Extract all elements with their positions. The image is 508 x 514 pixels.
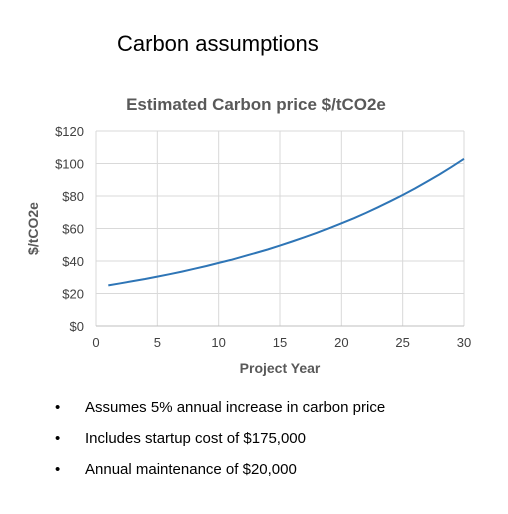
- list-item: • Annual maintenance of $20,000: [55, 460, 385, 480]
- y-tick-label: $60: [62, 222, 84, 237]
- y-tick-label: $120: [55, 124, 84, 139]
- bullet-symbol: •: [55, 399, 61, 416]
- x-tick-label: 20: [334, 335, 348, 350]
- x-tick-label: 5: [154, 335, 161, 350]
- bullet-text: Annual maintenance of $20,000: [85, 461, 297, 478]
- bullet-text: Assumes 5% annual increase in carbon pri…: [85, 399, 386, 416]
- x-tick-label: 15: [273, 335, 287, 350]
- x-tick-label: 30: [457, 335, 471, 350]
- chart-title: Estimated Carbon price $/tCO2e: [126, 95, 386, 114]
- y-tick-label: $80: [62, 189, 84, 204]
- y-tick-label: $40: [62, 254, 84, 269]
- list-item: • Includes startup cost of $175,000: [55, 429, 385, 449]
- carbon-price-line: [108, 157, 465, 287]
- x-axis-title: Project Year: [240, 360, 321, 376]
- y-tick-label: $100: [55, 157, 84, 172]
- x-tick-label: 25: [395, 335, 409, 350]
- x-tick-label: 0: [92, 335, 99, 350]
- y-axis-title: $/tCO2e: [25, 202, 41, 255]
- x-tick-labels: 0 5 10 15 20 25 30: [92, 335, 471, 350]
- assumption-list: • Assumes 5% annual increase in carbon p…: [55, 398, 385, 491]
- slide-title: Carbon assumptions: [117, 31, 319, 56]
- y-tick-label: $20: [62, 287, 84, 302]
- y-tick-label: $0: [70, 319, 84, 334]
- bullet-symbol: •: [55, 461, 61, 478]
- x-tick-label: 10: [211, 335, 225, 350]
- y-tick-labels: $0 $20 $40 $60 $80 $100 $120: [55, 124, 84, 334]
- bullet-symbol: •: [55, 430, 61, 447]
- carbon-price-chart: Estimated Carbon price $/tCO2e $0$20$40$…: [25, 95, 471, 376]
- list-item: • Assumes 5% annual increase in carbon p…: [55, 398, 385, 418]
- bullet-text: Includes startup cost of $175,000: [85, 430, 306, 447]
